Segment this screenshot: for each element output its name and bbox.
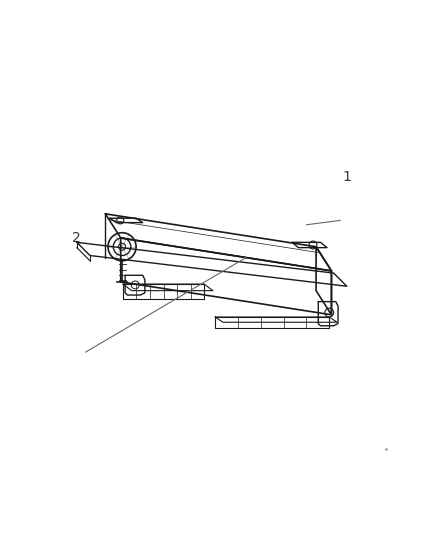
Text: 2: 2	[72, 231, 81, 245]
Text: 1: 1	[342, 169, 350, 183]
